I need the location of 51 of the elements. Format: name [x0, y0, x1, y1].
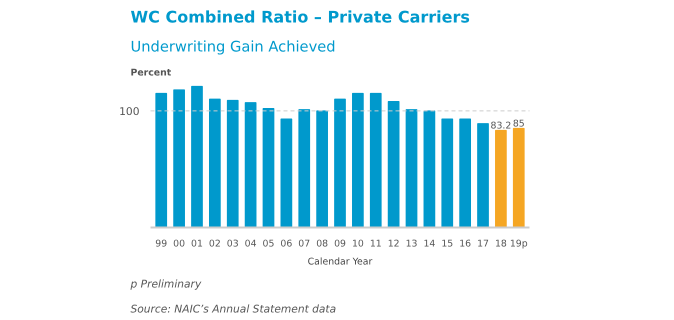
x-tick-label: 13: [406, 238, 418, 250]
chart-title: WC Combined Ratio – Private Carriers: [130, 8, 470, 26]
bar: [334, 98, 346, 228]
x-tick-label: 11: [370, 238, 382, 250]
bar: [370, 92, 382, 228]
text: p Preliminary: [130, 278, 202, 290]
chart-subtitle: Underwriting Gain Achieved: [130, 38, 336, 56]
bar: [155, 92, 168, 228]
x-tick-label: 17: [477, 238, 490, 250]
x-tick-label: 07: [298, 238, 310, 250]
bar: [512, 128, 525, 228]
bar: [459, 118, 472, 228]
x-tick-label: 12: [388, 238, 400, 250]
y-axis-title: Percent: [130, 68, 172, 78]
bar: [352, 92, 364, 228]
x-tick-label: 10: [352, 238, 364, 250]
bar: [495, 130, 507, 228]
bar: [244, 102, 256, 228]
bar: [424, 110, 436, 228]
bar: [208, 98, 221, 228]
bar: [441, 118, 454, 228]
bar: [388, 100, 400, 228]
bar: [298, 109, 310, 228]
x-tick-label: 05: [262, 238, 274, 250]
x-tick-label: 16: [459, 238, 472, 250]
x-tick-label: 18: [494, 238, 507, 250]
x-tick-label: 06: [280, 238, 292, 250]
x-tick-label: 08: [316, 238, 328, 250]
x-tick-label: 99: [155, 238, 168, 250]
x-tick-label: 15: [441, 238, 454, 250]
x-tick-label: 09: [334, 238, 346, 250]
x-tick-label: 01: [191, 238, 203, 250]
bar: [316, 110, 328, 228]
data-label: 83.2: [490, 120, 512, 132]
ref-line-label: 100: [119, 104, 140, 118]
bar: [406, 109, 418, 228]
x-tick-label: 00: [173, 238, 186, 250]
x-tick-label: 04: [244, 238, 257, 250]
x-tick-label: 02: [208, 238, 221, 250]
x-axis-title: Calendar Year: [308, 256, 372, 268]
x-tick-label: 14: [423, 238, 436, 250]
bar: [262, 108, 274, 228]
source-note: Source: NAIC’s Annual Statement data: [130, 302, 336, 316]
bar: [280, 118, 292, 228]
bar: [173, 89, 185, 228]
x-tick-label: 19p: [510, 238, 528, 250]
bar: [477, 123, 489, 228]
data-label: 85: [512, 118, 525, 130]
x-tick-label: 03: [226, 238, 239, 250]
bar: [226, 100, 239, 228]
bar: [191, 86, 203, 228]
